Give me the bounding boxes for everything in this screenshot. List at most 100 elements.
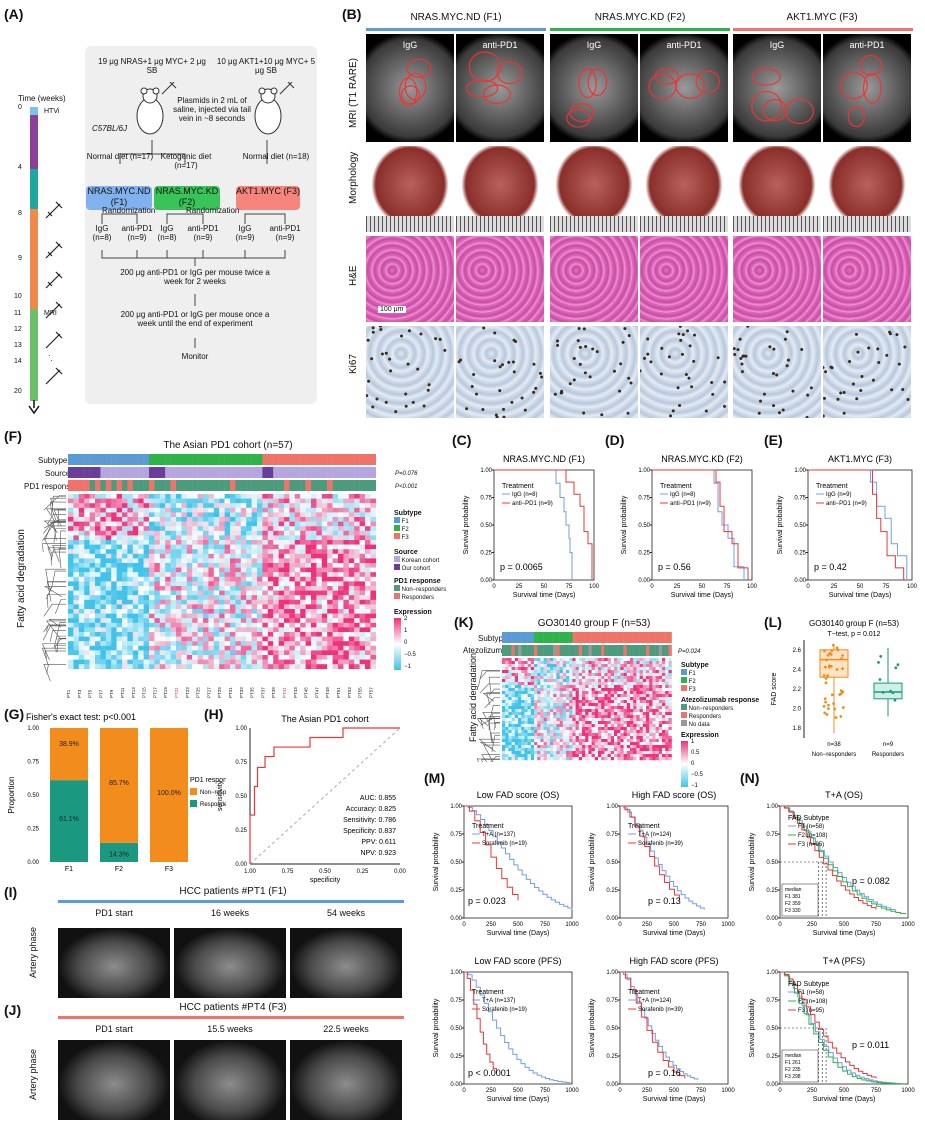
b-row-mri: MRI (T1 RARE) [348, 58, 359, 128]
svg-text:NPV: 0.923: NPV: 0.923 [360, 850, 396, 857]
svg-text:250: 250 [486, 922, 497, 928]
ct-scan-image [290, 928, 402, 998]
svg-text:0.00: 0.00 [606, 1082, 618, 1088]
km-plot-m-low-os: Low FAD score (OS) 0.00 0.25 0.50 0.75 1.00 0 2… [433, 790, 579, 937]
svg-text:Survival probability: Survival probability [621, 495, 628, 554]
svg-text:Treatment: Treatment [660, 483, 692, 490]
liver-photo [550, 146, 638, 232]
svg-text:PT41: PT41 [282, 687, 287, 698]
group-box-f3: AKT1.MYC (F3) [236, 186, 300, 210]
svg-text:Survival probability: Survival probability [433, 998, 440, 1057]
b-group-title-f3: AKT1.MYC (F3) [786, 12, 858, 23]
svg-text:PT17: PT17 [152, 687, 157, 698]
arm-label: IgG (n=8) [92, 224, 112, 242]
week-tick: 13 [14, 342, 22, 349]
svg-text:0.25: 0.25 [766, 888, 778, 894]
randomization-label-1: Randomization [102, 206, 156, 215]
svg-text:PT13: PT13 [131, 687, 136, 698]
svg-text:250: 250 [642, 1088, 653, 1094]
b-col-label: IgG [769, 40, 785, 50]
svg-text:Survival time (Days): Survival time (Days) [487, 930, 550, 937]
km-plot-d: NRAS.MYC.KD (F2) 0.00 0.25 0.50 0.75 1.00 0 25 5… [621, 454, 758, 599]
panel-label-i: (I) [4, 884, 18, 900]
svg-text:n=9: n=9 [883, 742, 894, 748]
k-ylabel: Fatty acid degradation [468, 652, 478, 742]
timeline-seg-orange [30, 209, 38, 309]
k-row-subtype: Subtype [478, 634, 508, 643]
svg-text:n=38: n=38 [827, 742, 841, 748]
svg-text:0: 0 [650, 584, 654, 590]
expr-tick: −1 [691, 783, 698, 789]
legend-item: Korean cohort [401, 558, 440, 564]
ct-scan-image [290, 1040, 402, 1120]
km-plot-n-os: T+A (OS) 0.00 0.25 0.50 0.75 1.00 0 250 500 750 10… [749, 790, 915, 937]
b-col-label: IgG [402, 40, 418, 50]
panel-label-k: (K) [454, 614, 474, 630]
ct-col-label: 54 weeks [326, 908, 366, 918]
legend-item: Non−responders [688, 706, 734, 712]
j-title-bar [58, 1016, 404, 1019]
f-p-pd1: P<0.001 [395, 484, 418, 490]
plasmid-recipe-1: 19 μg NRAS+1 μg MYC+ 2 μg SB [98, 57, 206, 75]
svg-text:p = 0.42: p = 0.42 [814, 562, 847, 572]
week-tick: 4 [18, 164, 22, 171]
week-tick: 10 [14, 293, 22, 300]
svg-text:p = 0.56: p = 0.56 [658, 562, 691, 572]
svg-text:Survival probability: Survival probability [433, 832, 440, 891]
b-col-label: anti-PD1 [666, 40, 702, 50]
svg-text:0.25: 0.25 [450, 1054, 462, 1060]
km-plot-m-high-pfs: High FAD score (PFS) 0.00 0.25 0.50 0.75 1.00… [589, 956, 735, 1103]
svg-text:PT5: PT5 [88, 689, 93, 698]
ct-col-label: PD1 start [95, 1024, 133, 1034]
svg-text:F3 (n=95): F3 (n=95) [798, 842, 824, 848]
svg-text:Survival probability: Survival probability [463, 495, 470, 554]
diet-keto-f2: Ketogenic diet (n=17) [160, 152, 212, 170]
svg-text:Sorafenib (n=39): Sorafenib (n=39) [638, 841, 683, 847]
svg-text:Responders: Responders [872, 752, 904, 758]
plasmid-recipe-2: 10 μg AKT1+10 μg MYC+ 5 μg SB [216, 57, 316, 75]
ct-scan-image [174, 928, 286, 998]
svg-text:F2 (n=108): F2 (n=108) [798, 833, 828, 839]
svg-text:100: 100 [747, 584, 758, 590]
svg-text:0: 0 [492, 584, 496, 590]
htvi-label: HTVi [44, 108, 60, 115]
panel-label-h: (H) [204, 706, 224, 722]
svg-text:p < 0.0001: p < 0.0001 [468, 1068, 511, 1078]
svg-text:1000: 1000 [565, 922, 579, 928]
svg-text:p = 0.16: p = 0.16 [648, 1068, 681, 1078]
km-plot-e: AKT1.MYC (F3) 0.00 0.25 0.50 0.75 1.00 0 25 50 75… [777, 454, 918, 599]
svg-text:0.75: 0.75 [606, 998, 618, 1004]
f-p-source: P=0.076 [395, 471, 418, 477]
svg-text:0: 0 [462, 1088, 466, 1094]
svg-text:250: 250 [807, 922, 818, 928]
svg-text:PT3: PT3 [77, 689, 82, 698]
svg-text:PT47: PT47 [314, 687, 319, 698]
svg-text:Treatment: Treatment [628, 823, 660, 830]
svg-text:·: · [50, 356, 53, 365]
legend-item: Responders [401, 595, 435, 601]
i-title-bar [58, 900, 404, 903]
svg-text:0.50: 0.50 [766, 1026, 778, 1032]
ki67-stain-image [733, 326, 821, 418]
b-group-bar-f2 [550, 28, 730, 31]
svg-text:0.50: 0.50 [319, 869, 331, 875]
svg-text:0: 0 [806, 584, 810, 590]
svg-text:Survival probability: Survival probability [749, 832, 756, 891]
svg-text:anti−PD1 (n=9): anti−PD1 (n=9) [826, 501, 867, 507]
svg-text:100.0%: 100.0% [157, 790, 181, 797]
svg-text:anti−PD1 (n=9): anti−PD1 (n=9) [512, 501, 553, 507]
svg-text:100: 100 [907, 584, 918, 590]
svg-text:PPV: 0.611: PPV: 0.611 [361, 839, 396, 846]
svg-text:1.00: 1.00 [244, 869, 256, 875]
svg-text:0: 0 [618, 922, 622, 928]
panel-label-l: (L) [764, 614, 782, 630]
week-tick: 12 [14, 326, 22, 333]
svg-text:PT35: PT35 [250, 687, 255, 698]
svg-text:0.50: 0.50 [235, 794, 247, 800]
svg-text:Survival time (Days): Survival time (Days) [829, 592, 892, 599]
ct-scan-image [58, 1040, 170, 1120]
svg-text:0.25: 0.25 [27, 827, 39, 833]
svg-text:Survival time (Days): Survival time (Days) [671, 592, 734, 599]
svg-text:T+A (n=124): T+A (n=124) [638, 832, 671, 838]
b-col-label: anti-PD1 [849, 40, 885, 50]
